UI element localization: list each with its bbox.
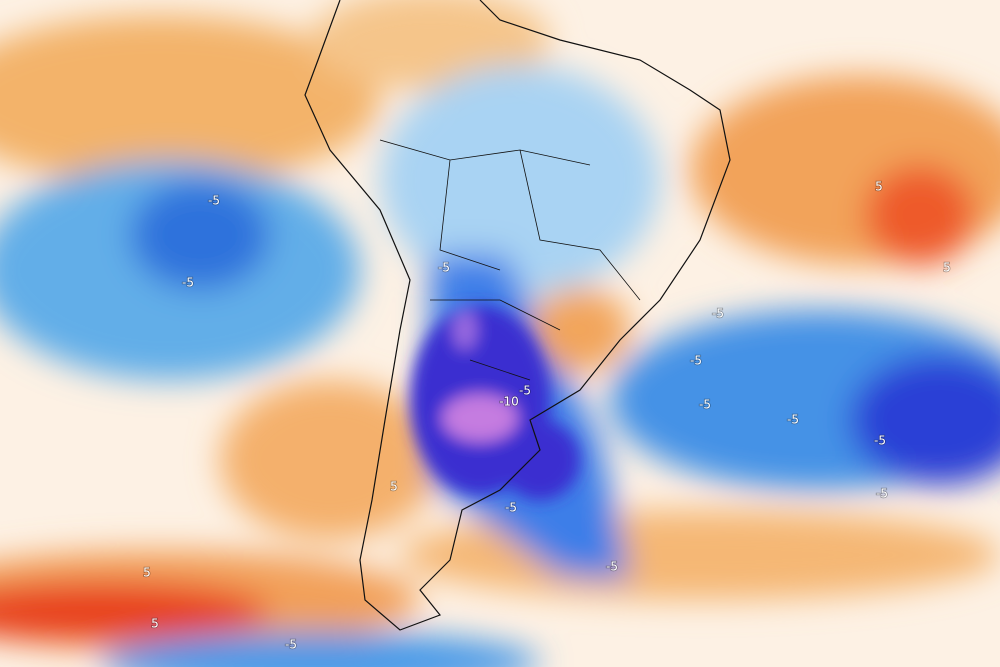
contour-label: -5 xyxy=(690,354,702,368)
contour-label: 5 xyxy=(151,617,159,631)
contour-label: -5 xyxy=(519,384,531,398)
contour-label: 5 xyxy=(390,480,398,494)
contour-label: -5 xyxy=(876,487,888,501)
contour-label: -5 xyxy=(606,560,618,574)
contour-label: -5 xyxy=(712,307,724,321)
contour-label: -5 xyxy=(505,501,517,515)
contour-label: 5 xyxy=(875,180,883,194)
contour-label: -5 xyxy=(285,638,297,652)
contour-label: -5 xyxy=(208,194,220,208)
contour-label: -5 xyxy=(787,413,799,427)
contour-label: 5 xyxy=(143,566,151,580)
contour-label: -5 xyxy=(438,261,450,275)
contour-labels: -5 -5 -5 -5 -5 -5 -5 -5 -5 -5 -5 -5 -5 5… xyxy=(142,179,951,653)
contour-label: 5 xyxy=(943,261,951,275)
contour-label: -5 xyxy=(874,434,886,448)
continent-outline xyxy=(304,0,731,631)
contour-label: -5 xyxy=(699,398,711,412)
contour-label: -10 xyxy=(499,395,519,409)
borders xyxy=(379,139,641,381)
contour-label: -5 xyxy=(182,276,194,290)
anomaly-core xyxy=(410,305,580,500)
